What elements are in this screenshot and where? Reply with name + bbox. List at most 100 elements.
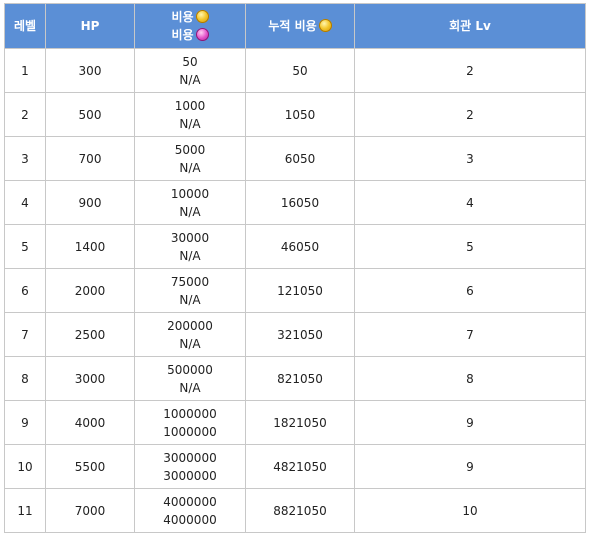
cell-level: 5	[4, 224, 46, 269]
upgrade-table-container: 레벨 HP 비용 비용 누적 비용 회관 Lv 1 300 50 N/A 50 2 2 500…	[4, 3, 586, 533]
upgrade-table: 레벨 HP 비용 비용 누적 비용 회관 Lv 1 300 50 N/A 50 2 2 500…	[4, 3, 586, 533]
cell-cost: 5000 N/A	[134, 136, 246, 181]
cell-cost-gold: 50	[182, 54, 198, 69]
cell-cost-gold: 200000	[167, 318, 213, 333]
cell-hall-level: 6	[354, 268, 586, 313]
cell-cost-gold: 30000	[170, 230, 210, 245]
cell-level: 11	[4, 488, 46, 533]
cell-hp: 900	[45, 180, 135, 225]
cell-cost: 75000 N/A	[134, 268, 246, 313]
cell-cost-gold: 1000000	[163, 406, 217, 421]
table-row: 7 2500 200000 N/A 321050 7	[4, 312, 586, 357]
cell-hp: 7000	[45, 488, 135, 533]
header-level: 레벨	[4, 3, 46, 49]
header-cumulative-cost: 누적 비용	[245, 3, 355, 49]
cell-level: 1	[4, 48, 46, 93]
cell-hp: 2000	[45, 268, 135, 313]
cell-cost-gold: 10000	[170, 186, 210, 201]
cell-cost: 4000000 4000000	[134, 488, 246, 533]
header-cost-gem-label: 비용	[171, 28, 194, 42]
cell-cumulative-cost: 16050	[245, 180, 355, 225]
table-row: 1 300 50 N/A 50 2	[4, 48, 586, 93]
cell-hall-level: 4	[354, 180, 586, 225]
table-row: 9 4000 1000000 1000000 1821050 9	[4, 400, 586, 445]
table-row: 11 7000 4000000 4000000 8821050 10	[4, 488, 586, 533]
table-row: 8 3000 500000 N/A 821050 8	[4, 356, 586, 401]
cell-cumulative-cost: 50	[245, 48, 355, 93]
gold-coin-icon	[318, 19, 332, 32]
cell-level: 4	[4, 180, 46, 225]
header-hp: HP	[45, 3, 135, 49]
cell-cumulative-cost: 1050	[245, 92, 355, 137]
cell-cost: 500000 N/A	[134, 356, 246, 401]
cell-cumulative-cost: 121050	[245, 268, 355, 313]
header-hall-level: 회관 Lv	[354, 3, 586, 49]
cell-hp: 2500	[45, 312, 135, 357]
cell-cumulative-cost: 1821050	[245, 400, 355, 445]
pink-gem-icon	[195, 28, 209, 41]
cell-hall-level: 2	[354, 48, 586, 93]
header-cost: 비용 비용	[134, 3, 246, 49]
cell-cost-gem: 4000000	[163, 512, 217, 527]
cell-cost: 1000000 1000000	[134, 400, 246, 445]
cell-cumulative-cost: 4821050	[245, 444, 355, 489]
cell-cost: 30000 N/A	[134, 224, 246, 269]
table-row: 3 700 5000 N/A 6050 3	[4, 136, 586, 181]
cell-hall-level: 5	[354, 224, 586, 269]
cell-level: 3	[4, 136, 46, 181]
cell-cost-gem: 1000000	[163, 424, 217, 439]
cell-cost-gem: N/A	[179, 72, 201, 87]
cell-cost: 3000000 3000000	[134, 444, 246, 489]
cell-hp: 4000	[45, 400, 135, 445]
table-row: 5 1400 30000 N/A 46050 5	[4, 224, 586, 269]
cell-cumulative-cost: 46050	[245, 224, 355, 269]
cell-hall-level: 9	[354, 400, 586, 445]
cell-cost-gem: N/A	[179, 248, 201, 263]
cell-level: 2	[4, 92, 46, 137]
cell-cost: 200000 N/A	[134, 312, 246, 357]
cell-level: 9	[4, 400, 46, 445]
cell-level: 6	[4, 268, 46, 313]
table-header-row: 레벨 HP 비용 비용 누적 비용 회관 Lv	[4, 3, 586, 49]
cell-hall-level: 8	[354, 356, 586, 401]
cell-hall-level: 3	[354, 136, 586, 181]
table-row: 10 5500 3000000 3000000 4821050 9	[4, 444, 586, 489]
cell-cumulative-cost: 6050	[245, 136, 355, 181]
table-body: 1 300 50 N/A 50 2 2 500 1000 N/A 1050 2 3 700 5000 N/A 6…	[4, 48, 586, 533]
cell-cumulative-cost: 8821050	[245, 488, 355, 533]
cell-cost-gold: 5000	[174, 142, 206, 157]
cell-cost-gold: 500000	[167, 362, 213, 377]
cell-cumulative-cost: 321050	[245, 312, 355, 357]
table-row: 6 2000 75000 N/A 121050 6	[4, 268, 586, 313]
cell-level: 7	[4, 312, 46, 357]
cell-hp: 1400	[45, 224, 135, 269]
cell-cumulative-cost: 821050	[245, 356, 355, 401]
cell-hp: 300	[45, 48, 135, 93]
cell-cost-gem: N/A	[179, 292, 201, 307]
cell-cost-gold: 1000	[174, 98, 206, 113]
cell-hp: 5500	[45, 444, 135, 489]
cell-cost-gem: N/A	[179, 380, 201, 395]
cell-cost-gold: 4000000	[163, 494, 217, 509]
cell-cost-gold: 75000	[170, 274, 210, 289]
cell-cost-gold: 3000000	[163, 450, 217, 465]
cell-hall-level: 10	[354, 488, 586, 533]
cell-hall-level: 9	[354, 444, 586, 489]
cell-cost: 50 N/A	[134, 48, 246, 93]
table-row: 4 900 10000 N/A 16050 4	[4, 180, 586, 225]
cell-cost-gem: N/A	[179, 116, 201, 131]
cell-cost-gem: 3000000	[163, 468, 217, 483]
gold-coin-icon	[195, 10, 209, 23]
cell-hall-level: 2	[354, 92, 586, 137]
cell-hall-level: 7	[354, 312, 586, 357]
cell-hp: 700	[45, 136, 135, 181]
cell-cost-gem: N/A	[179, 336, 201, 351]
cell-level: 8	[4, 356, 46, 401]
table-row: 2 500 1000 N/A 1050 2	[4, 92, 586, 137]
header-cost-gold-label: 비용	[171, 10, 194, 24]
cell-cost: 10000 N/A	[134, 180, 246, 225]
cell-cost-gem: N/A	[179, 160, 201, 175]
cell-cost-gem: N/A	[179, 204, 201, 219]
cell-hp: 500	[45, 92, 135, 137]
cell-hp: 3000	[45, 356, 135, 401]
